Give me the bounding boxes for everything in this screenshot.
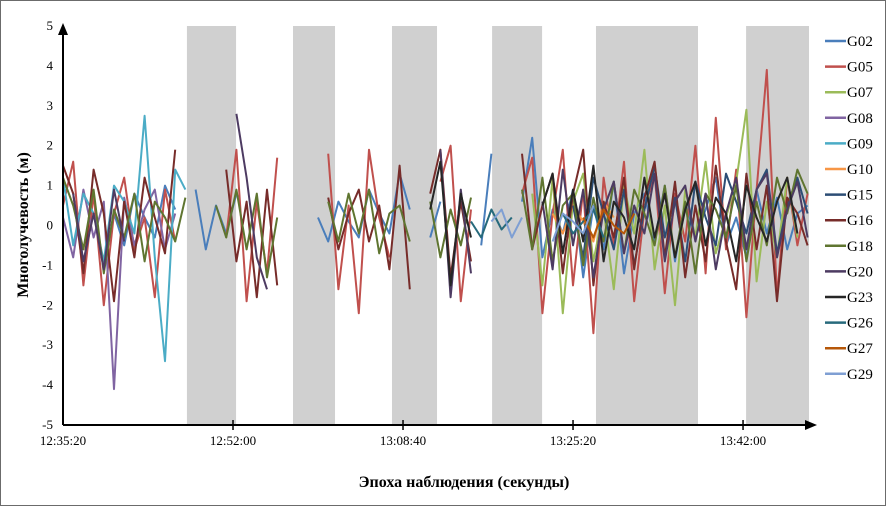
series-line-g26 <box>470 208 605 239</box>
legend-item-g05: G05 <box>825 60 873 76</box>
y-tick-labels: 5 4 3 2 1 0 -1 -2 -3 -4 -5 <box>42 18 53 432</box>
legend: G02 G05 G07 G08 G09 G10 G15 G16 G18 G20 G23 G26 G27 G… <box>825 34 873 383</box>
legend-label: G09 <box>847 136 873 152</box>
legend-item-g10: G10 <box>825 162 873 178</box>
y-tick-label: -4 <box>42 377 53 392</box>
y-tick-label: -5 <box>42 417 53 432</box>
legend-item-g08: G08 <box>825 111 873 127</box>
axes <box>58 23 817 430</box>
legend-label: G20 <box>847 264 873 280</box>
legend-item-g15: G15 <box>825 188 873 204</box>
shaded-intervals <box>186 26 809 425</box>
legend-label: G27 <box>847 341 873 357</box>
legend-label: G10 <box>847 162 873 178</box>
y-tick-label: 3 <box>47 98 54 113</box>
legend-item-g20: G20 <box>825 264 873 280</box>
legend-label: G23 <box>847 290 873 306</box>
x-tick-labels: 12:35:20 12:52:00 13:08:40 13:25:20 13:42:00 <box>40 420 766 448</box>
series-lines <box>62 68 809 391</box>
legend-item-g27: G27 <box>825 341 873 357</box>
x-tick-label: 13:08:40 <box>380 433 426 448</box>
shaded-interval <box>293 26 336 425</box>
y-tick-label: 5 <box>47 18 54 33</box>
legend-item-g23: G23 <box>825 290 873 306</box>
x-tick-label: 13:42:00 <box>720 433 766 448</box>
x-axis-title: Эпоха наблюдения (секунды) <box>359 474 570 491</box>
legend-item-g02: G02 <box>825 34 873 50</box>
legend-label: G08 <box>847 111 873 127</box>
legend-label: G07 <box>847 85 873 101</box>
y-tick-label: -1 <box>42 257 53 272</box>
y-axis-title: Многолучевость (м) <box>15 152 32 298</box>
legend-label: G26 <box>847 316 873 332</box>
x-tick-label: 12:35:20 <box>40 433 86 448</box>
legend-item-g16: G16 <box>825 213 873 229</box>
shaded-interval <box>391 26 438 425</box>
series-line-g20 <box>72 113 809 299</box>
y-tick-label: 0 <box>47 218 54 233</box>
legend-label: G05 <box>847 60 873 76</box>
legend-item-g29: G29 <box>825 367 873 383</box>
shaded-interval <box>746 26 809 425</box>
legend-label: G18 <box>847 239 873 255</box>
x-tick-label: 13:25:20 <box>550 433 596 448</box>
y-tick-label: 2 <box>47 138 54 153</box>
series-line-g16 <box>62 148 809 303</box>
legend-item-g18: G18 <box>825 239 873 255</box>
legend-item-g26: G26 <box>825 316 873 332</box>
y-tick-label: 1 <box>47 178 54 193</box>
y-axis-arrow-icon <box>58 23 68 35</box>
x-tick-label: 12:52:00 <box>210 433 256 448</box>
y-tick-label: 4 <box>47 58 54 73</box>
legend-label: G16 <box>847 213 873 229</box>
legend-item-g07: G07 <box>825 85 873 101</box>
legend-label: G29 <box>847 367 873 383</box>
x-axis-arrow-icon <box>805 420 817 430</box>
series-line-g27 <box>582 208 636 239</box>
legend-label: G02 <box>847 34 873 50</box>
y-tick-label: -3 <box>42 337 53 352</box>
legend-item-g09: G09 <box>825 136 873 152</box>
legend-label: G15 <box>847 188 873 204</box>
y-tick-label: -2 <box>42 297 53 312</box>
series-line-g29 <box>490 205 595 242</box>
